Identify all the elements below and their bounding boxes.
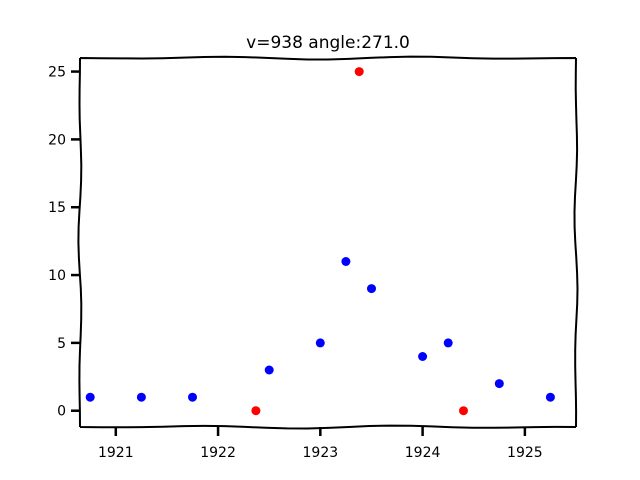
y-tick-label: 20: [48, 132, 66, 148]
data-point: [418, 352, 428, 361]
data-point: [367, 284, 376, 294]
data-point: [315, 338, 325, 348]
data-point: [354, 67, 364, 77]
data-point: [264, 365, 274, 375]
data-point: [545, 392, 555, 402]
data-point: [136, 392, 146, 402]
x-tick-label: 1923: [303, 445, 339, 461]
data-point: [494, 379, 504, 389]
data-point: [341, 257, 351, 266]
y-tick-label: 25: [48, 65, 66, 81]
y-tick-label: 0: [57, 404, 66, 420]
y-tick-label: 10: [48, 268, 66, 284]
plot-frame: [77, 55, 579, 430]
x-tick-label: 1925: [507, 445, 543, 461]
data-point: [85, 392, 95, 402]
data-point: [443, 338, 453, 348]
chart-title: v=938 angle:271.0: [246, 33, 410, 53]
data-point: [459, 406, 468, 416]
y-axis: 0 5 10 15 20 25: [48, 65, 80, 420]
x-tick-label: 1922: [200, 445, 236, 461]
data-point: [188, 392, 197, 402]
x-axis: 1921 1922 1923 1924 1925: [98, 427, 543, 461]
x-tick-label: 1924: [405, 445, 441, 461]
data-points: [85, 67, 555, 416]
data-point: [251, 406, 261, 416]
y-tick-label: 15: [48, 200, 66, 216]
x-tick-label: 1921: [98, 445, 134, 461]
y-tick-label: 5: [57, 336, 66, 352]
